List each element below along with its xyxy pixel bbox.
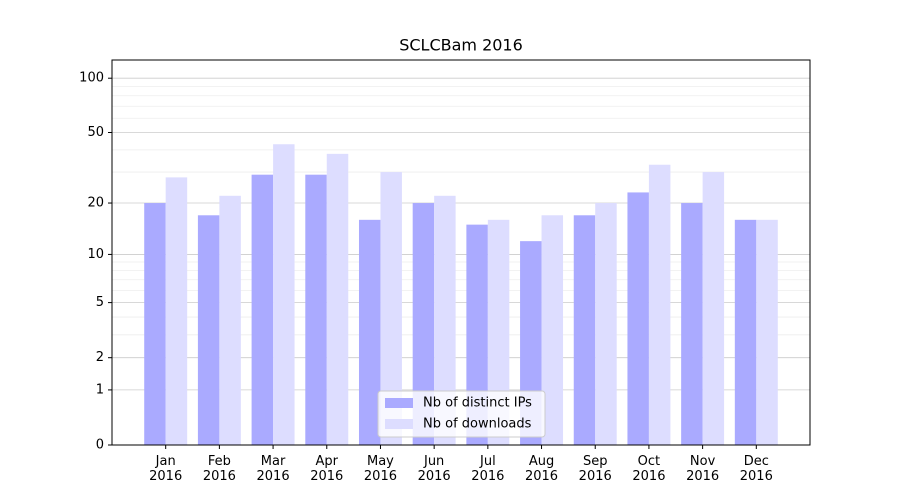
bar <box>648 164 671 445</box>
bar <box>358 219 381 445</box>
x-tick-label: Oct 2016 <box>632 454 666 484</box>
bar <box>756 219 778 445</box>
x-tick-label: Jan 2016 <box>149 454 183 484</box>
bar <box>144 203 166 445</box>
bar <box>573 215 596 445</box>
bar <box>251 174 274 445</box>
bar <box>412 203 435 445</box>
x-tick-label: Nov 2016 <box>686 454 720 484</box>
bar <box>627 192 649 445</box>
y-tick-label: 100 <box>79 71 104 86</box>
bar <box>681 203 703 445</box>
bar <box>197 215 220 445</box>
y-tick-label: 5 <box>96 295 104 310</box>
bar <box>466 224 488 445</box>
bar <box>595 203 617 445</box>
x-tick-label: Sep 2016 <box>578 454 612 484</box>
bar <box>273 144 295 445</box>
y-tick-label: 1 <box>96 382 104 397</box>
x-tick-label: Aug 2016 <box>524 454 559 484</box>
y-tick-label: 0 <box>96 438 104 453</box>
y-tick-label: 20 <box>87 196 104 211</box>
plot-frame <box>111 59 811 446</box>
y-tick-label: 10 <box>87 247 104 262</box>
x-tick-label: Dec 2016 <box>739 454 773 484</box>
bar <box>326 153 349 445</box>
y-tick-label: 2 <box>96 350 104 365</box>
y-tick-label: 50 <box>87 125 104 140</box>
legend-box <box>377 390 546 438</box>
x-tick-label: May 2016 <box>363 454 397 484</box>
bar <box>487 219 510 445</box>
x-tick-label: Apr 2016 <box>310 454 344 484</box>
bar <box>702 172 725 445</box>
x-tick-label: Mar 2016 <box>256 454 290 484</box>
legend-label: Nb of downloads <box>423 417 532 432</box>
legend-label: Nb of distinct IPs <box>423 396 532 411</box>
x-tick-label: Jun 2016 <box>417 454 451 484</box>
legend-swatch <box>385 398 413 408</box>
legend-swatch <box>385 419 413 429</box>
bar <box>734 219 757 445</box>
bar <box>380 172 402 445</box>
x-tick-label: Feb 2016 <box>202 454 236 484</box>
bar <box>165 177 188 445</box>
bar <box>434 195 456 445</box>
x-tick-label: Jul 2016 <box>471 454 505 484</box>
bar <box>305 174 327 445</box>
bar <box>541 215 564 445</box>
bar <box>219 195 241 445</box>
chart-title: SCLCBam 2016 <box>399 36 523 55</box>
